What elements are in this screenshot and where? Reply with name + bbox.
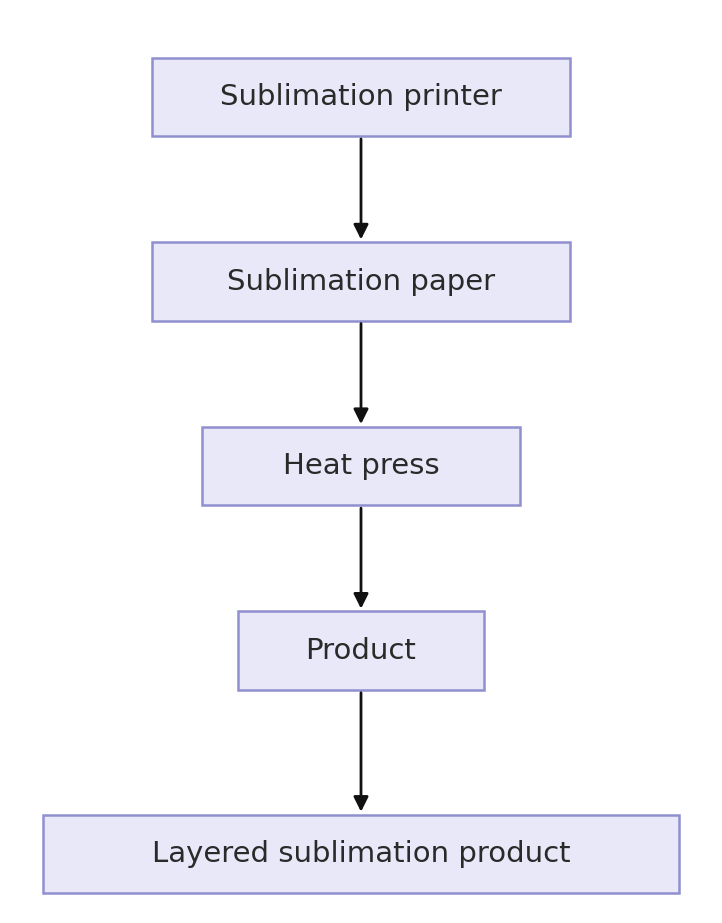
FancyBboxPatch shape [43, 815, 679, 893]
FancyBboxPatch shape [152, 243, 570, 321]
Text: Layered sublimation product: Layered sublimation product [152, 840, 570, 868]
FancyBboxPatch shape [202, 427, 520, 506]
Text: Heat press: Heat press [283, 452, 439, 480]
FancyBboxPatch shape [238, 611, 484, 690]
FancyBboxPatch shape [152, 57, 570, 136]
Text: Sublimation printer: Sublimation printer [220, 83, 502, 111]
Text: Sublimation paper: Sublimation paper [227, 268, 495, 295]
Text: Product: Product [305, 637, 417, 665]
